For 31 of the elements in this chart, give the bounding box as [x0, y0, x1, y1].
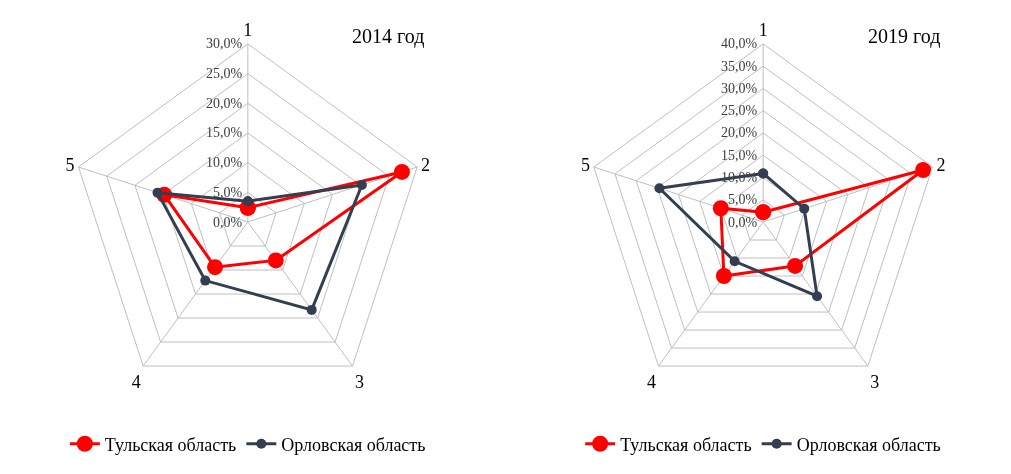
spoke-label: 5	[65, 154, 75, 175]
spoke-label: 1	[243, 20, 253, 41]
y-tick-label: 5,0%	[728, 192, 758, 207]
y-tick-label: 15,0%	[721, 148, 758, 163]
y-tick-label: 25,0%	[206, 66, 243, 81]
spoke-label: 4	[131, 371, 141, 392]
y-tick-label: 30,0%	[721, 81, 758, 96]
legend-label: Тульская область	[620, 434, 752, 455]
y-tick-label: 5,0%	[213, 185, 243, 200]
y-tick-label: 20,0%	[206, 96, 243, 111]
spoke-label: 3	[354, 371, 364, 392]
y-tick-label: 20,0%	[721, 125, 758, 140]
spoke-label: 4	[647, 371, 657, 392]
y-tick-label: 0,0%	[728, 215, 758, 230]
legend-label: Тульская область	[104, 434, 237, 455]
spoke-label: 1	[758, 20, 768, 41]
y-tick-label: 30,0%	[206, 36, 243, 51]
y-tick-label: 15,0%	[206, 125, 243, 140]
y-tick-label: 25,0%	[721, 103, 758, 118]
spoke-label: 2	[936, 154, 946, 175]
y-tick-label: 0,0%	[213, 215, 243, 230]
chart-title: 2014 год	[352, 25, 425, 48]
spoke-label: 2	[421, 154, 431, 175]
spoke-label: 5	[580, 154, 590, 175]
y-tick-label: 35,0%	[721, 59, 758, 74]
chart-title: 2019 год	[868, 25, 941, 48]
y-tick-label: 10,0%	[206, 155, 243, 170]
spoke-label: 3	[870, 371, 880, 392]
legend-label: Орловская область	[796, 434, 941, 455]
y-tick-label: 40,0%	[721, 36, 758, 51]
legend-label: Орловская область	[281, 434, 426, 455]
